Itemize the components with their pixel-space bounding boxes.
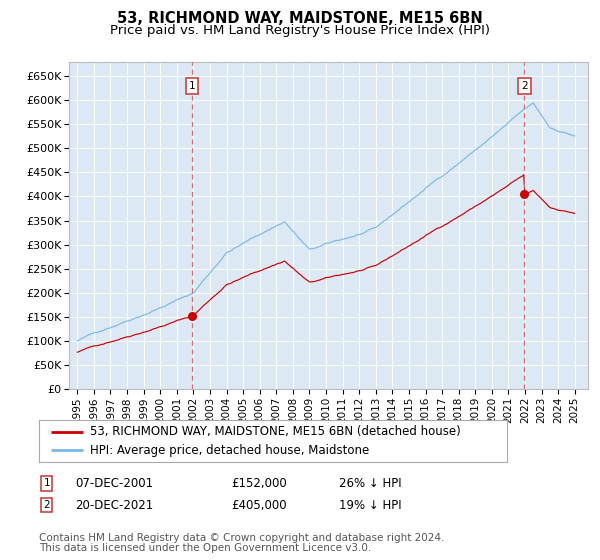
Text: 20-DEC-2021: 20-DEC-2021: [75, 498, 153, 512]
Text: 53, RICHMOND WAY, MAIDSTONE, ME15 6BN: 53, RICHMOND WAY, MAIDSTONE, ME15 6BN: [117, 11, 483, 26]
Text: HPI: Average price, detached house, Maidstone: HPI: Average price, detached house, Maid…: [91, 444, 370, 457]
Text: Price paid vs. HM Land Registry's House Price Index (HPI): Price paid vs. HM Land Registry's House …: [110, 24, 490, 36]
Text: 2: 2: [521, 81, 527, 91]
Text: 26% ↓ HPI: 26% ↓ HPI: [339, 477, 401, 490]
Text: 1: 1: [189, 81, 196, 91]
Text: This data is licensed under the Open Government Licence v3.0.: This data is licensed under the Open Gov…: [39, 543, 371, 553]
Text: 2: 2: [43, 500, 50, 510]
Text: £405,000: £405,000: [231, 498, 287, 512]
Text: Contains HM Land Registry data © Crown copyright and database right 2024.: Contains HM Land Registry data © Crown c…: [39, 533, 445, 543]
Text: 07-DEC-2001: 07-DEC-2001: [75, 477, 153, 490]
Text: 1: 1: [43, 478, 50, 488]
Text: 53, RICHMOND WAY, MAIDSTONE, ME15 6BN (detached house): 53, RICHMOND WAY, MAIDSTONE, ME15 6BN (d…: [91, 425, 461, 438]
Text: 19% ↓ HPI: 19% ↓ HPI: [339, 498, 401, 512]
Text: £152,000: £152,000: [231, 477, 287, 490]
